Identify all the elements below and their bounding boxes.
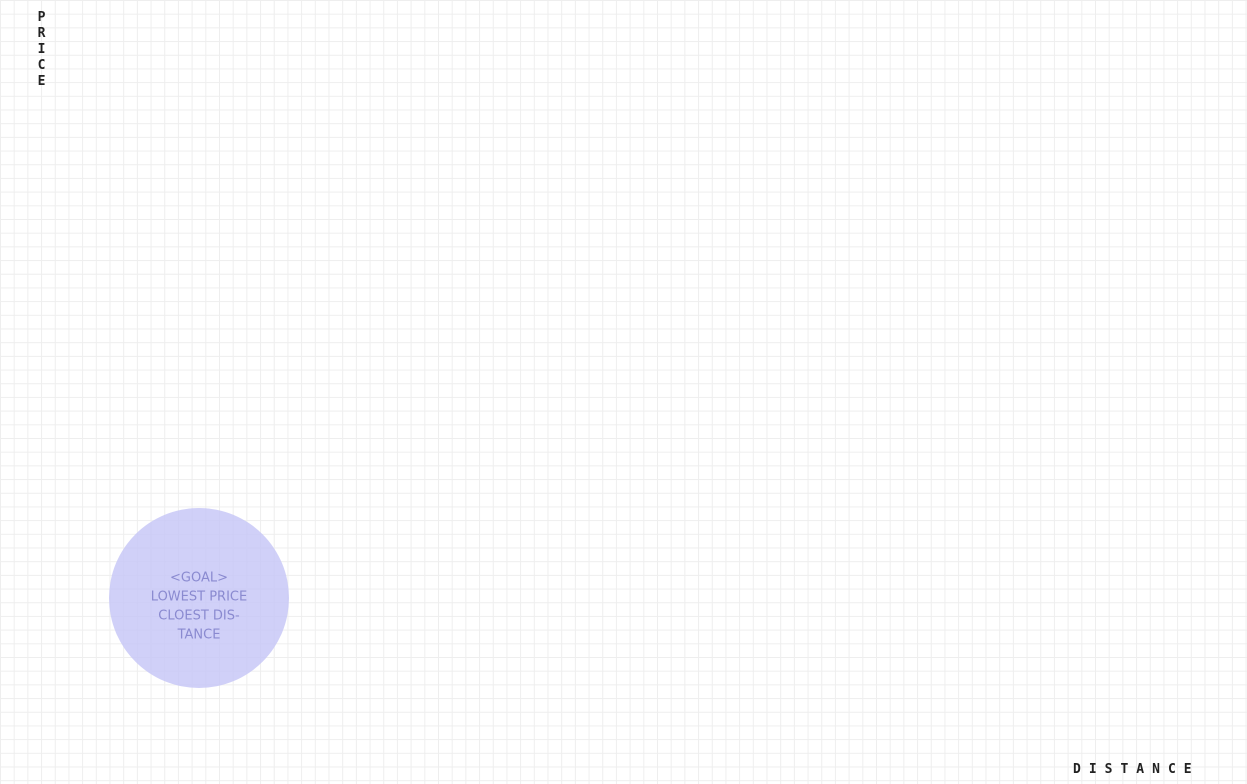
goal-text: <GOAL> — [170, 571, 228, 586]
x-axis-label: DISTANCE — [1073, 762, 1200, 777]
goal-text: TANCE — [177, 628, 221, 643]
goal: <GOAL> LOWEST PRICE CLOEST DIS- TANCE — [109, 508, 289, 688]
goal-text: LOWEST PRICE — [151, 590, 247, 605]
y-axis-label: PRICE — [34, 10, 49, 90]
goal-circle — [109, 508, 289, 688]
goal-text: CLOEST DIS- — [158, 609, 240, 624]
